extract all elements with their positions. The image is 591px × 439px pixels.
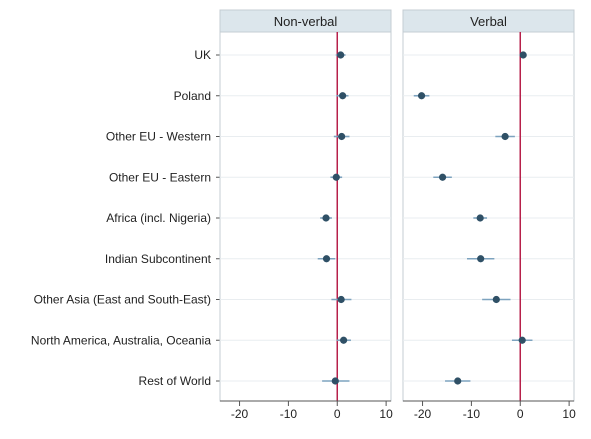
panel-verbal: Verbal -20 -10 0 10: [402, 9, 576, 421]
point-estimate: [332, 173, 340, 181]
point-estimate: [501, 132, 509, 141]
point-estimate: [518, 336, 526, 344]
category-label: North America, Australia, Oceania: [31, 333, 211, 347]
point-estimate: [340, 336, 348, 344]
point-estimate: [519, 51, 527, 59]
x-tick-label: 10: [379, 407, 393, 421]
x-tick-label: 0: [334, 407, 341, 421]
x-tick-label: -10: [463, 407, 481, 421]
panel-title: Non-verbal: [274, 14, 338, 29]
category-label: Other Asia (East and South-East): [34, 293, 211, 307]
point-estimate: [337, 295, 345, 304]
point-estimate: [322, 214, 330, 222]
x-tick-label: 0: [517, 407, 524, 421]
category-label: Rest of World: [139, 374, 211, 388]
point-estimate: [417, 92, 426, 100]
point-estimate: [492, 295, 500, 304]
point-estimate: [438, 173, 447, 181]
category-label: UK: [194, 48, 211, 62]
point-estimate: [477, 255, 485, 263]
x-tick-label: -20: [231, 407, 249, 421]
category-label: Indian Subcontinent: [105, 252, 212, 266]
plot-area: [402, 31, 575, 402]
plot-area: [219, 31, 392, 402]
point-estimate: [454, 377, 462, 385]
category-label: Other EU - Eastern: [109, 170, 211, 184]
point-estimate: [331, 377, 339, 385]
point-estimate: [322, 255, 331, 263]
category-label: Other EU - Western: [106, 130, 211, 144]
x-tick-label: -20: [414, 407, 432, 421]
point-estimate: [339, 92, 347, 100]
point-estimate: [338, 132, 346, 141]
x-tick-label: 10: [562, 407, 576, 421]
category-label: Africa (incl. Nigeria): [106, 211, 211, 225]
category-label: Poland: [174, 89, 211, 103]
point-estimate: [337, 51, 345, 59]
point-estimate: [476, 214, 484, 222]
x-tick-label: -10: [280, 407, 298, 421]
panel-title: Verbal: [470, 14, 507, 29]
panel-non-verbal: Non-verbal -20 -10 0 10: [219, 9, 393, 421]
